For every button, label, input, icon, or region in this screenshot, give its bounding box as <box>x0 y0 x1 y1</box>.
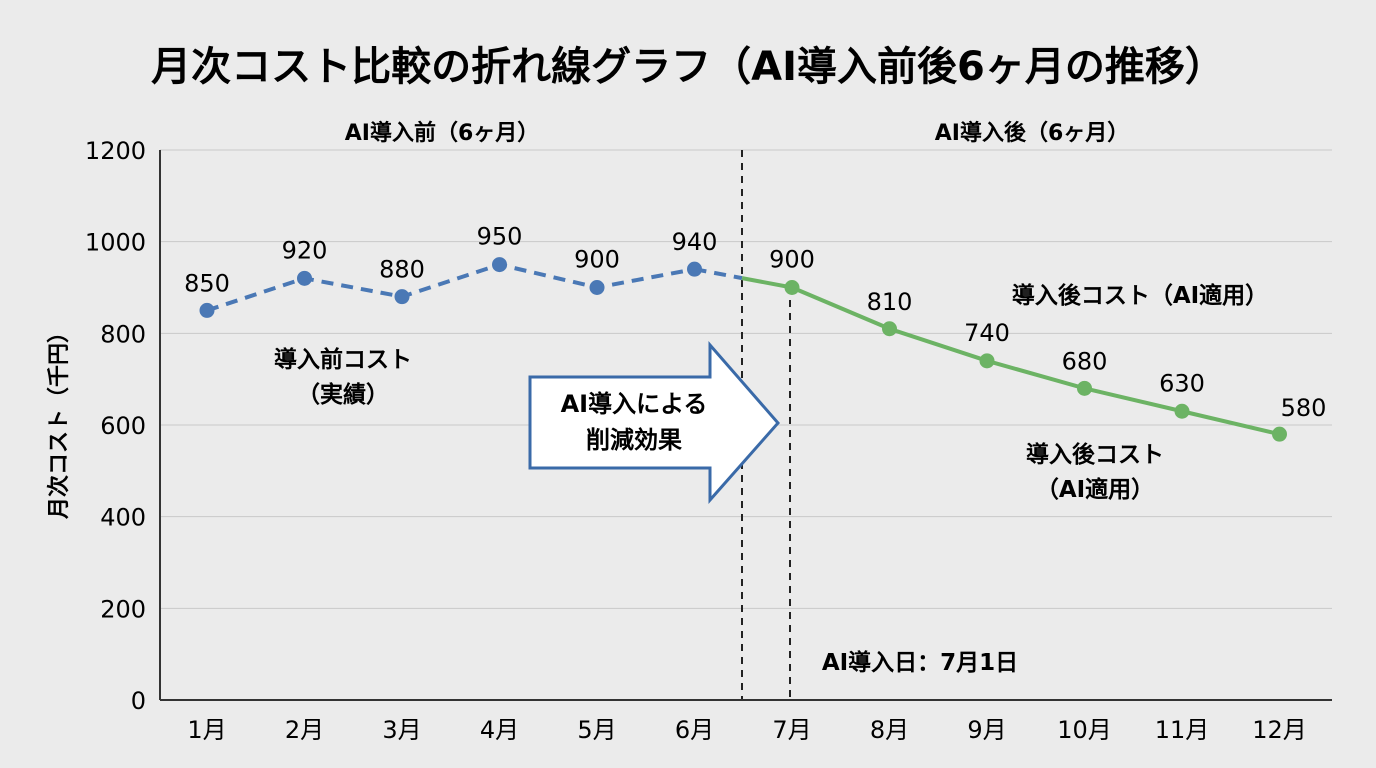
x-tick-label: 12月 <box>1252 716 1307 744</box>
y-tick-labels: 0 200 400 600 800 1000 1200 <box>85 137 146 715</box>
data-label: 680 <box>1062 347 1108 375</box>
data-label: 740 <box>964 319 1010 347</box>
reduction-arrow: AI導入による 削減効果 <box>528 340 780 504</box>
data-point <box>687 261 702 277</box>
data-point <box>492 257 507 273</box>
y-tick-label: 1200 <box>85 137 146 165</box>
data-label: 920 <box>282 236 328 264</box>
arrow-text-line2: 削減効果 <box>586 426 682 454</box>
y-axis-label: 月次コスト（千円） <box>46 321 72 520</box>
connector-before-segment <box>694 267 743 281</box>
x-tick-label: 7月 <box>772 716 811 744</box>
intro-date-label: AI導入日：7月1日 <box>822 649 1018 676</box>
period-label-after: AI導入後（6ヶ月） <box>935 120 1130 146</box>
y-tick-label: 400 <box>100 504 146 532</box>
data-point <box>979 353 995 369</box>
x-tick-label: 1月 <box>187 716 226 744</box>
data-label: 810 <box>867 288 913 316</box>
x-tick-labels: 1月 2月 3月 4月 5月 6月 7月 8月 9月 10月 11月 12月 <box>187 716 1306 744</box>
chart-title: 月次コスト比較の折れ線グラフ（AI導入前後6ヶ月の推移） <box>151 44 1225 90</box>
data-point <box>784 280 800 295</box>
y-tick-label: 200 <box>100 595 146 623</box>
after-series-label-top: 導入後コスト（AI適用） <box>1012 282 1268 309</box>
data-label: 880 <box>379 256 425 284</box>
x-tick-label: 10月 <box>1057 716 1112 744</box>
data-label: 580 <box>1281 394 1327 422</box>
after-series-label-line1: 導入後コスト <box>1026 441 1164 468</box>
after-series-label-line2: （AI適用） <box>1036 476 1154 503</box>
series-line-0 <box>206 262 695 313</box>
y-tick-label: 0 <box>131 687 146 715</box>
x-tick-label: 4月 <box>480 716 519 744</box>
series-line-1 <box>791 285 1280 437</box>
y-tick-label: 1000 <box>85 229 146 257</box>
series-layer: 850 920 880 950 900 940 900 810 740 680 630 580 <box>184 223 1326 442</box>
data-label: 950 <box>477 223 523 251</box>
x-tick-label: 11月 <box>1155 716 1210 744</box>
period-label-before: AI導入前（6ヶ月） <box>345 120 540 146</box>
data-point <box>297 270 312 286</box>
x-tick-label: 9月 <box>967 716 1006 744</box>
x-tick-label: 3月 <box>382 716 421 744</box>
before-series-label-line1: 導入前コスト <box>274 346 412 373</box>
x-tick-label: 5月 <box>577 716 616 744</box>
data-point <box>199 302 215 318</box>
data-label: 630 <box>1159 369 1205 397</box>
data-label: 900 <box>769 246 815 274</box>
arrow-text-line1: AI導入による <box>561 390 708 418</box>
before-series-label-line2: （実績） <box>297 381 389 408</box>
data-point <box>1077 380 1092 396</box>
x-tick-label: 2月 <box>285 716 324 744</box>
data-point <box>1174 403 1190 419</box>
grid-lines <box>160 149 1332 609</box>
y-tick-label: 800 <box>100 320 146 348</box>
data-point <box>394 289 410 305</box>
connector-after-segment <box>741 276 793 290</box>
data-point <box>1272 426 1287 442</box>
data-label: 850 <box>184 269 230 297</box>
y-tick-label: 600 <box>100 412 146 440</box>
data-point <box>589 280 605 295</box>
data-label: 940 <box>672 228 718 256</box>
data-label: 900 <box>574 246 620 274</box>
x-tick-label: 8月 <box>870 716 909 744</box>
x-tick-label: 6月 <box>675 716 714 744</box>
data-point <box>882 321 897 337</box>
